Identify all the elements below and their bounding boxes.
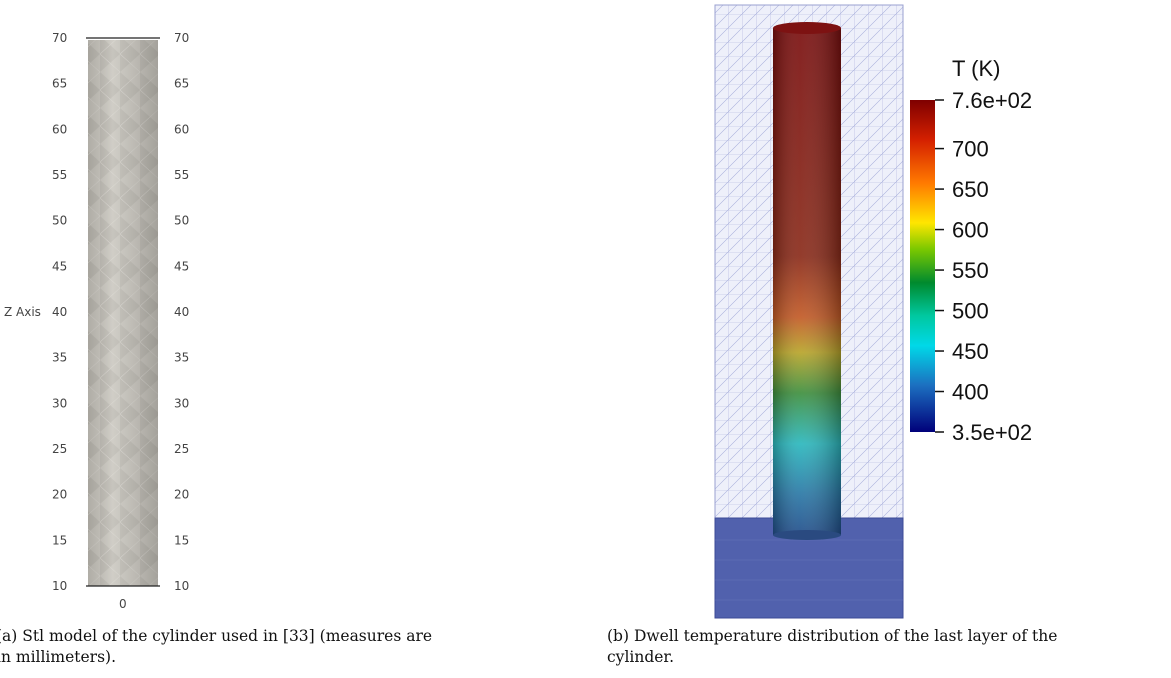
z-tick-left: 60 [52, 122, 67, 136]
z-tick-left: 40 [52, 305, 67, 319]
z-tick-right: 15 [174, 533, 189, 547]
colorbar-tick-label: 650 [952, 177, 989, 202]
z-tick-left: 15 [52, 533, 67, 547]
z-tick-right: 20 [174, 488, 189, 502]
z-tick-left: 65 [52, 77, 67, 91]
z-tick-right: 10 [174, 579, 189, 593]
caption-b-line-1: (b) Dwell temperature distribution of th… [607, 627, 1058, 645]
colorbar-tick-label: 500 [952, 299, 989, 324]
z-tick-left: 20 [52, 488, 67, 502]
z-tick-left: 55 [52, 168, 67, 182]
stl-cylinder-figure: 70 65 60 55 50 45 40 35 30 25 20 15 10 70 65 60 55 50 45 4… [4, 31, 189, 611]
caption-a-line-1: (a) Stl model of the cylinder used in [3… [0, 627, 433, 645]
colorbar-min-label: 3.5e+02 [952, 420, 1032, 445]
colorbar-tick-label: 700 [952, 137, 989, 162]
z-tick-left: 70 [52, 31, 67, 45]
colorbar-tick-label: 550 [952, 258, 989, 283]
z-tick-left: 10 [52, 579, 67, 593]
caption-a: (a) Stl model of the cylinder used in [3… [0, 626, 586, 668]
caption-b: (b) Dwell temperature distribution of th… [607, 626, 1167, 668]
z-tick-right: 60 [174, 122, 189, 136]
colorbar-tick-label: 600 [952, 218, 989, 243]
z-tick-left: 30 [52, 396, 67, 410]
caption-a-line-2: in millimeters). [0, 648, 117, 666]
z-tick-right: 55 [174, 168, 189, 182]
z-tick-right: 45 [174, 259, 189, 273]
z-tick-left: 35 [52, 351, 67, 365]
z-tick-left: 45 [52, 259, 67, 273]
z-axis-label: Z Axis [4, 305, 41, 319]
x-axis-tick: 0 [119, 597, 127, 611]
colorbar [910, 100, 935, 432]
z-tick-right: 50 [174, 214, 189, 228]
z-tick-left: 25 [52, 442, 67, 456]
z-tick-right: 65 [174, 77, 189, 91]
colorbar-tick-label: 400 [952, 380, 989, 405]
caption-b-line-2: cylinder. [607, 648, 675, 666]
colorbar-tick-label: 450 [952, 339, 989, 364]
z-tick-left: 50 [52, 214, 67, 228]
colorbar-max-label: 7.6e+02 [952, 88, 1032, 113]
z-tick-right: 30 [174, 396, 189, 410]
temperature-figure: T (K) 7.6e+02 3.5e+02 700 650 600 550 500 450… [714, 4, 1032, 619]
z-tick-right: 40 [174, 305, 189, 319]
z-tick-right: 70 [174, 31, 189, 45]
base-plate [714, 517, 904, 619]
z-tick-right: 35 [174, 351, 189, 365]
colorbar-title: T (K) [952, 56, 1000, 81]
z-tick-right: 25 [174, 442, 189, 456]
